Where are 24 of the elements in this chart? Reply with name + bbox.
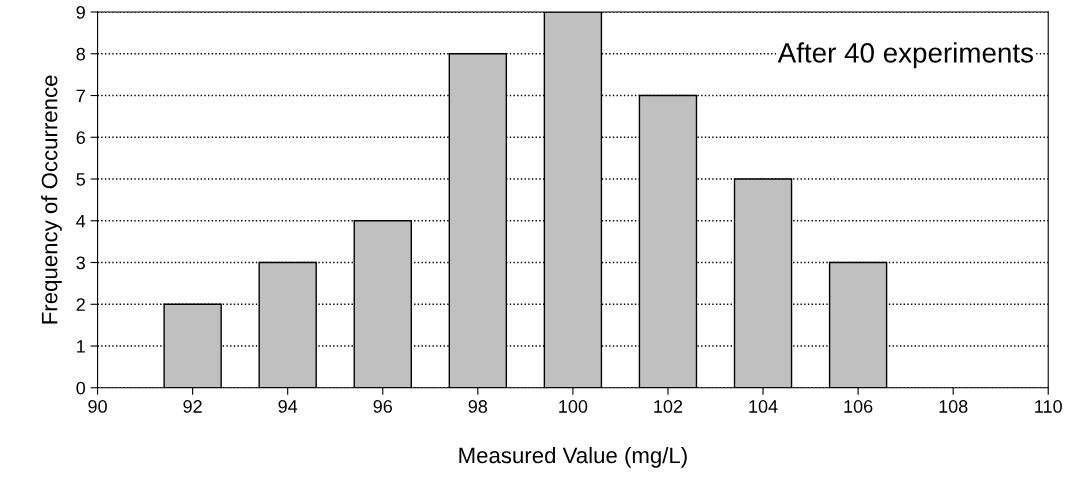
- y-tick-label: 3: [76, 256, 85, 270]
- x-tick-label: 98: [468, 400, 488, 413]
- x-tick-label: 90: [88, 400, 107, 413]
- x-tick-label: 108: [939, 400, 968, 413]
- y-tick-label: 8: [76, 47, 85, 61]
- x-axis-title: Measured Value (mg/L): [459, 446, 687, 468]
- y-tick-label: 0: [76, 381, 86, 395]
- x-tick-label: 100: [559, 400, 588, 413]
- y-tick-label: 1: [77, 340, 85, 353]
- x-tick-label: 102: [654, 400, 683, 413]
- y-tick-label: 9: [76, 5, 85, 19]
- x-tick-label: 104: [749, 400, 778, 413]
- annotation: After 40 experiments: [777, 42, 1033, 69]
- x-tick-label: 92: [183, 400, 202, 413]
- y-tick-label: 5: [76, 173, 85, 186]
- x-tick-label: 96: [373, 400, 393, 413]
- x-tick-label: 94: [278, 400, 298, 413]
- y-tick-label: 2: [76, 298, 85, 311]
- x-tick-label: 110: [1035, 400, 1062, 413]
- y-tick-label: 7: [76, 89, 85, 103]
- y-tick-label: 6: [76, 131, 85, 144]
- x-tick-label: 106: [844, 400, 873, 413]
- y-tick-label: 4: [76, 214, 86, 228]
- y-axis-title: Frequency of Occurrence: [41, 75, 62, 324]
